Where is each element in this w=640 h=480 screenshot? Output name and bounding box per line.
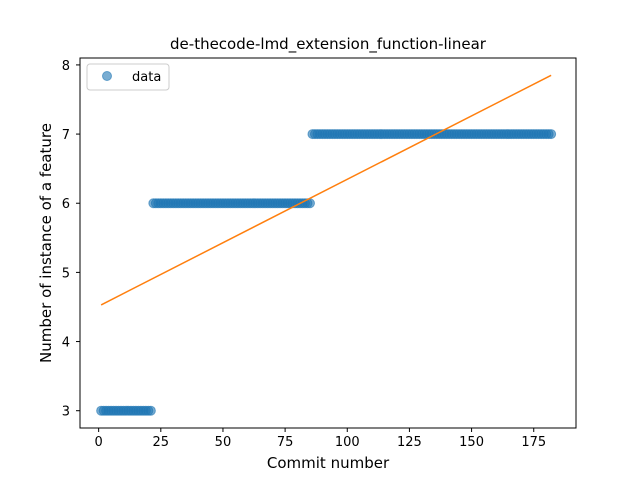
y-tick-label: 5 bbox=[62, 266, 70, 281]
y-tick-label: 6 bbox=[62, 197, 70, 212]
y-axis: 3 4 5 6 7 8 bbox=[62, 59, 80, 420]
x-tick-label: 100 bbox=[335, 435, 360, 450]
legend: data bbox=[86, 63, 170, 91]
x-tick-label: 50 bbox=[215, 435, 232, 450]
y-tick-label: 7 bbox=[62, 128, 70, 143]
x-tick-label: 75 bbox=[277, 435, 294, 450]
plot-data bbox=[96, 74, 557, 416]
y-tick-label: 4 bbox=[62, 336, 70, 351]
fit-line bbox=[100, 74, 552, 306]
y-tick-label: 3 bbox=[62, 405, 70, 420]
x-axis-label: Commit number bbox=[267, 454, 390, 472]
x-tick-label: 0 bbox=[95, 435, 103, 450]
x-tick-label: 175 bbox=[521, 435, 546, 450]
y-tick-label: 8 bbox=[62, 59, 70, 74]
x-tick-label: 125 bbox=[397, 435, 422, 450]
plot-frame bbox=[79, 57, 577, 429]
legend-marker bbox=[102, 71, 112, 81]
x-tick-label: 150 bbox=[459, 435, 484, 450]
data-point bbox=[546, 129, 557, 140]
chart-title: de-thecode-lmd_extension_function-linear bbox=[170, 35, 487, 54]
x-tick-label: 25 bbox=[153, 435, 170, 450]
y-axis-label: Number of instance of a feature bbox=[37, 123, 55, 363]
legend-frame bbox=[86, 63, 170, 91]
legend-label: data bbox=[132, 70, 161, 85]
data-point bbox=[145, 405, 156, 416]
x-axis: 0 25 50 75 100 125 150 175 bbox=[95, 428, 546, 450]
